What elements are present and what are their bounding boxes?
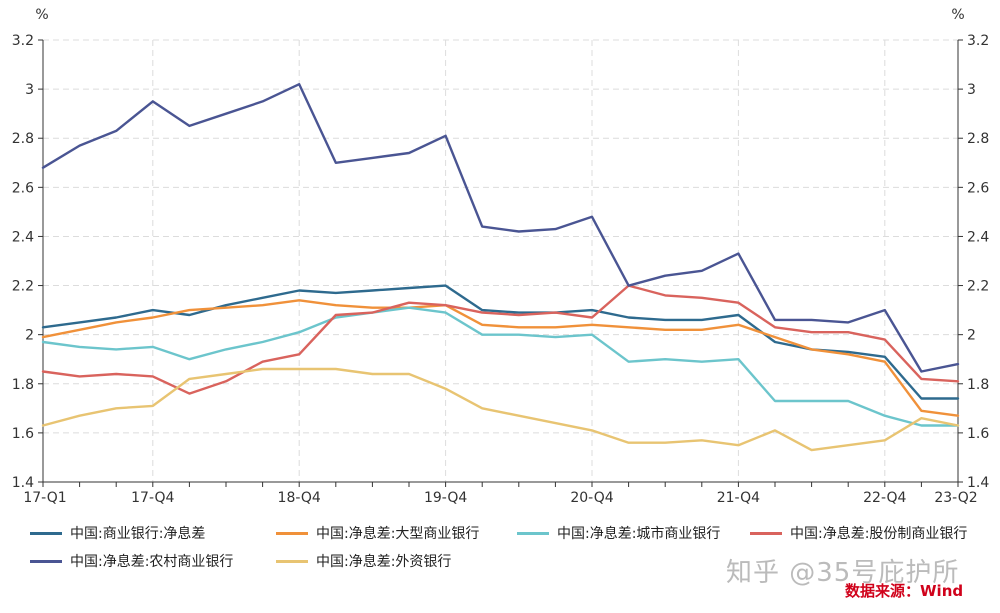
axes: 1.4 1.4 1.6 1.6 1.8 1.8 2 2 2.2 2.2 2.4 2.4 2.6 2.6 2.… bbox=[12, 33, 990, 506]
legend-label: 中国:净息差:城市商业银行 bbox=[557, 526, 721, 542]
y-tick-label-left: 1.8 bbox=[12, 377, 34, 393]
data-source-label: 数据来源：Wind bbox=[845, 582, 964, 600]
y-tick-label-right: 1.6 bbox=[967, 426, 989, 442]
y-tick-label-left: 1.4 bbox=[12, 475, 34, 491]
y-tick-label-left: 1.6 bbox=[12, 426, 34, 442]
series-lines bbox=[41, 82, 960, 452]
x-tick-label: 17-Q1 bbox=[23, 490, 66, 506]
y-tick-label-left: 2.2 bbox=[12, 279, 34, 295]
series-line-4 bbox=[41, 82, 960, 373]
line-chart: 1.4 1.4 1.6 1.6 1.8 1.8 2 2 2.2 2.2 2.4 2.4 2.6 2.6 2.… bbox=[12, 7, 990, 506]
y-tick-label-left: 2.4 bbox=[12, 229, 34, 245]
legend-item: 中国:商业银行:净息差 bbox=[30, 523, 205, 543]
x-tick-label: 19-Q4 bbox=[424, 490, 467, 506]
series-line-3 bbox=[41, 284, 960, 395]
legend-item: 中国:净息差:外资银行 bbox=[276, 551, 451, 571]
y-tick-label-right: 3 bbox=[967, 82, 976, 98]
legend-label: 中国:净息差:大型商业银行 bbox=[316, 526, 480, 542]
y-tick-label-right: 2.6 bbox=[967, 180, 989, 196]
x-tick-label: 23-Q2 bbox=[934, 490, 977, 506]
y-tick-label-right: 1.4 bbox=[967, 475, 989, 491]
x-tick-label: 22-Q4 bbox=[863, 490, 906, 506]
legend-label: 中国:净息差:农村商业银行 bbox=[70, 554, 234, 570]
y-tick-label-left: 3 bbox=[25, 82, 34, 98]
y-tick-label-right: 2 bbox=[967, 328, 976, 344]
y-tick-label-right: 2.8 bbox=[967, 131, 989, 147]
legend-item: 中国:净息差:股份制商业银行 bbox=[750, 523, 967, 543]
series-line-2 bbox=[41, 306, 960, 427]
x-tick-label: 17-Q4 bbox=[131, 490, 174, 506]
series-line-1 bbox=[41, 299, 960, 417]
y-unit-label-right: % bbox=[951, 7, 964, 23]
grid-lines bbox=[43, 39, 958, 482]
y-tick-label-left: 2.8 bbox=[12, 131, 34, 147]
series-line-5 bbox=[41, 367, 960, 452]
legend-item: 中国:净息差:大型商业银行 bbox=[276, 523, 479, 543]
legend-label: 中国:商业银行:净息差 bbox=[70, 526, 206, 542]
y-tick-label-left: 2.6 bbox=[12, 180, 34, 196]
legend-swatch bbox=[276, 531, 308, 535]
legend-item: 中国:净息差:城市商业银行 bbox=[517, 523, 720, 543]
legend-item: 中国:净息差:农村商业银行 bbox=[30, 551, 233, 571]
legend-label: 中国:净息差:股份制商业银行 bbox=[790, 526, 968, 542]
y-tick-label-right: 3.2 bbox=[967, 33, 989, 49]
legend-swatch bbox=[30, 531, 62, 535]
series-line-0 bbox=[41, 284, 960, 400]
y-tick-label-right: 2.2 bbox=[967, 279, 989, 295]
legend-swatch bbox=[276, 559, 308, 563]
legend-swatch bbox=[30, 559, 62, 563]
y-unit-label-left: % bbox=[35, 7, 48, 23]
legend-swatch bbox=[517, 531, 549, 535]
x-tick-label: 20-Q4 bbox=[570, 490, 613, 506]
watermark-text: 知乎 @35号庇护所 bbox=[726, 558, 960, 588]
x-tick-label: 21-Q4 bbox=[717, 490, 760, 506]
y-tick-label-left: 2 bbox=[25, 328, 34, 344]
y-tick-label-right: 2.4 bbox=[967, 229, 989, 245]
legend-swatch bbox=[750, 531, 782, 535]
x-tick-label: 18-Q4 bbox=[278, 490, 321, 506]
y-tick-label-right: 1.8 bbox=[967, 377, 989, 393]
legend-label: 中国:净息差:外资银行 bbox=[316, 554, 452, 570]
y-tick-label-left: 3.2 bbox=[12, 33, 34, 49]
